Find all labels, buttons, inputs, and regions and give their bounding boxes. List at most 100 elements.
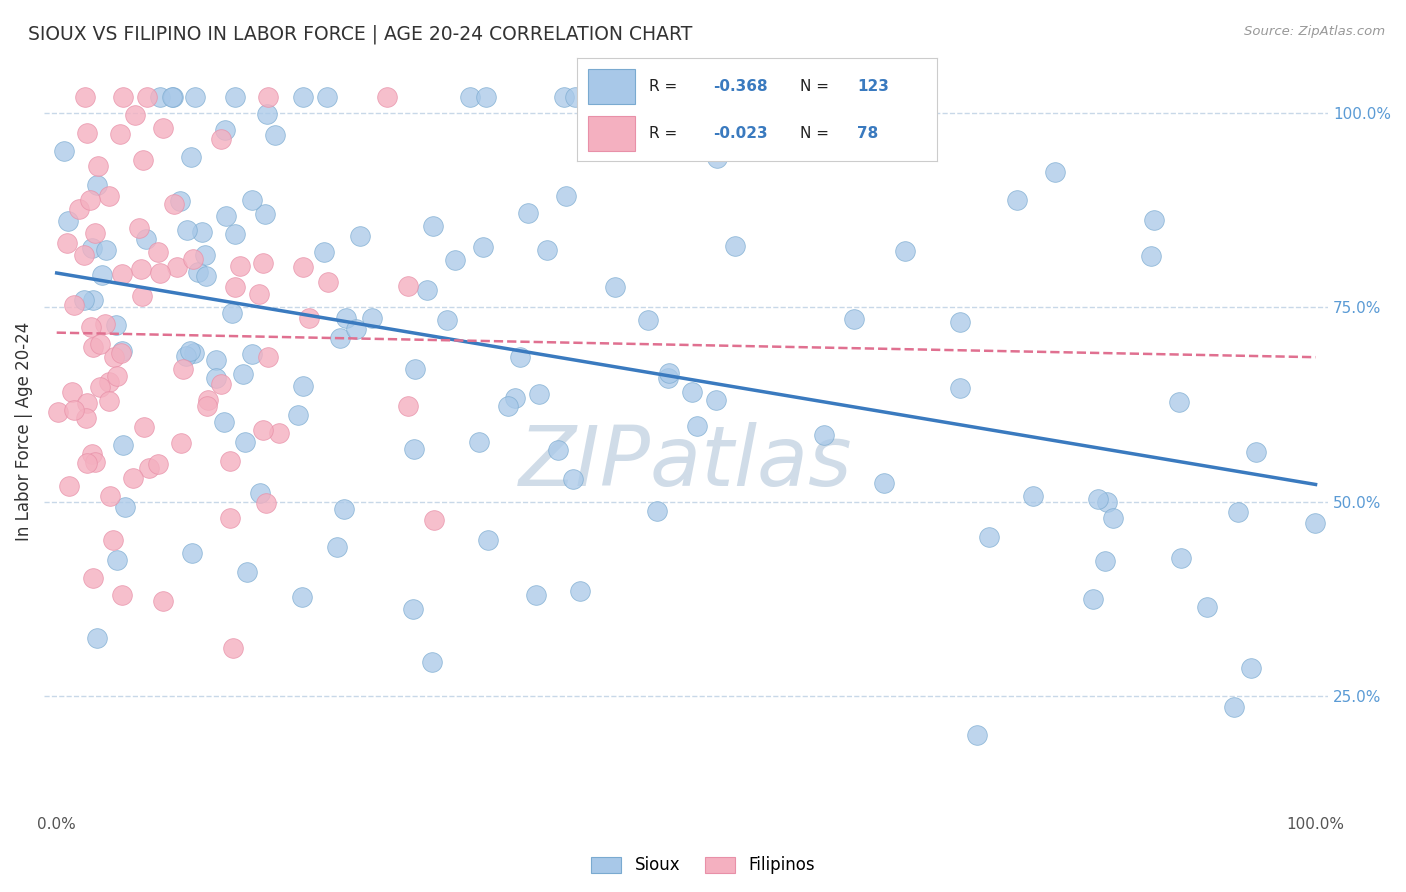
Point [169,194,191,209]
Point [436,313,458,327]
Text: SIOUX VS FILIPINO IN LABOR FORCE | AGE 20-24 CORRELATION CHART: SIOUX VS FILIPINO IN LABOR FORCE | AGE 2… [28,25,693,45]
Point [568,584,591,599]
Point [264,128,287,142]
Point [561,472,583,486]
Point [326,541,349,555]
Point [1081,592,1104,607]
Point [555,189,578,203]
Point [477,533,499,547]
Point [894,244,917,258]
Point [148,267,170,281]
Point [496,399,519,413]
Point [87,160,110,174]
Point [292,378,315,392]
Point [183,345,205,359]
Point [658,366,681,380]
Point [219,454,242,468]
Point [349,228,371,243]
Point [94,244,117,258]
Point [1043,165,1066,179]
Point [62,403,84,417]
Point [129,261,152,276]
Point [82,571,104,585]
Point [1223,700,1246,714]
Point [547,443,569,458]
Point [212,415,235,429]
Point [682,385,704,400]
Point [209,132,232,146]
Point [564,90,586,104]
Text: ZIPatlas: ZIPatlas [519,422,853,502]
Point [949,381,972,395]
Point [468,434,491,449]
Point [162,90,184,104]
Point [172,362,194,376]
Point [240,193,263,207]
Point [329,331,352,345]
Point [298,311,321,326]
Point [205,352,228,367]
Point [423,512,446,526]
Point [505,391,527,405]
Point [76,456,98,470]
Legend: Sioux, Filipinos: Sioux, Filipinos [586,851,820,880]
Point [402,442,425,456]
Point [335,311,357,326]
Point [292,90,315,104]
Point [312,245,335,260]
Point [103,350,125,364]
Point [1197,600,1219,615]
Point [256,107,278,121]
Point [79,193,101,207]
Point [1101,510,1123,524]
Point [232,367,254,381]
Point [82,447,104,461]
Point [1303,516,1326,530]
Point [458,90,481,104]
Point [194,248,217,262]
Point [1244,445,1267,459]
Point [52,144,75,158]
Point [291,591,314,605]
Point [332,502,354,516]
Point [1022,489,1045,503]
Point [509,350,531,364]
Point [89,336,111,351]
Point [60,384,83,399]
Point [149,90,172,104]
Point [256,350,278,364]
Point [402,602,425,616]
Point [160,90,183,104]
Point [58,479,80,493]
Point [209,377,232,392]
Point [536,244,558,258]
Point [527,387,550,401]
Point [724,239,747,253]
Point [224,227,246,241]
Point [105,553,128,567]
Point [131,289,153,303]
Point [46,405,69,419]
Point [252,423,274,437]
Point [166,260,188,274]
Point [187,265,209,279]
Point [152,594,174,608]
Point [170,436,193,450]
Point [979,530,1001,544]
Point [191,225,214,239]
Point [179,344,201,359]
Point [136,90,159,104]
Point [247,287,270,301]
Point [1226,505,1249,519]
Point [184,90,207,104]
Point [98,394,121,409]
Point [98,489,121,503]
Point [443,253,465,268]
Point [1095,495,1118,509]
Point [222,640,245,655]
Point [56,235,79,250]
Point [420,655,443,669]
Point [553,90,575,104]
Point [215,210,238,224]
Point [842,312,865,326]
